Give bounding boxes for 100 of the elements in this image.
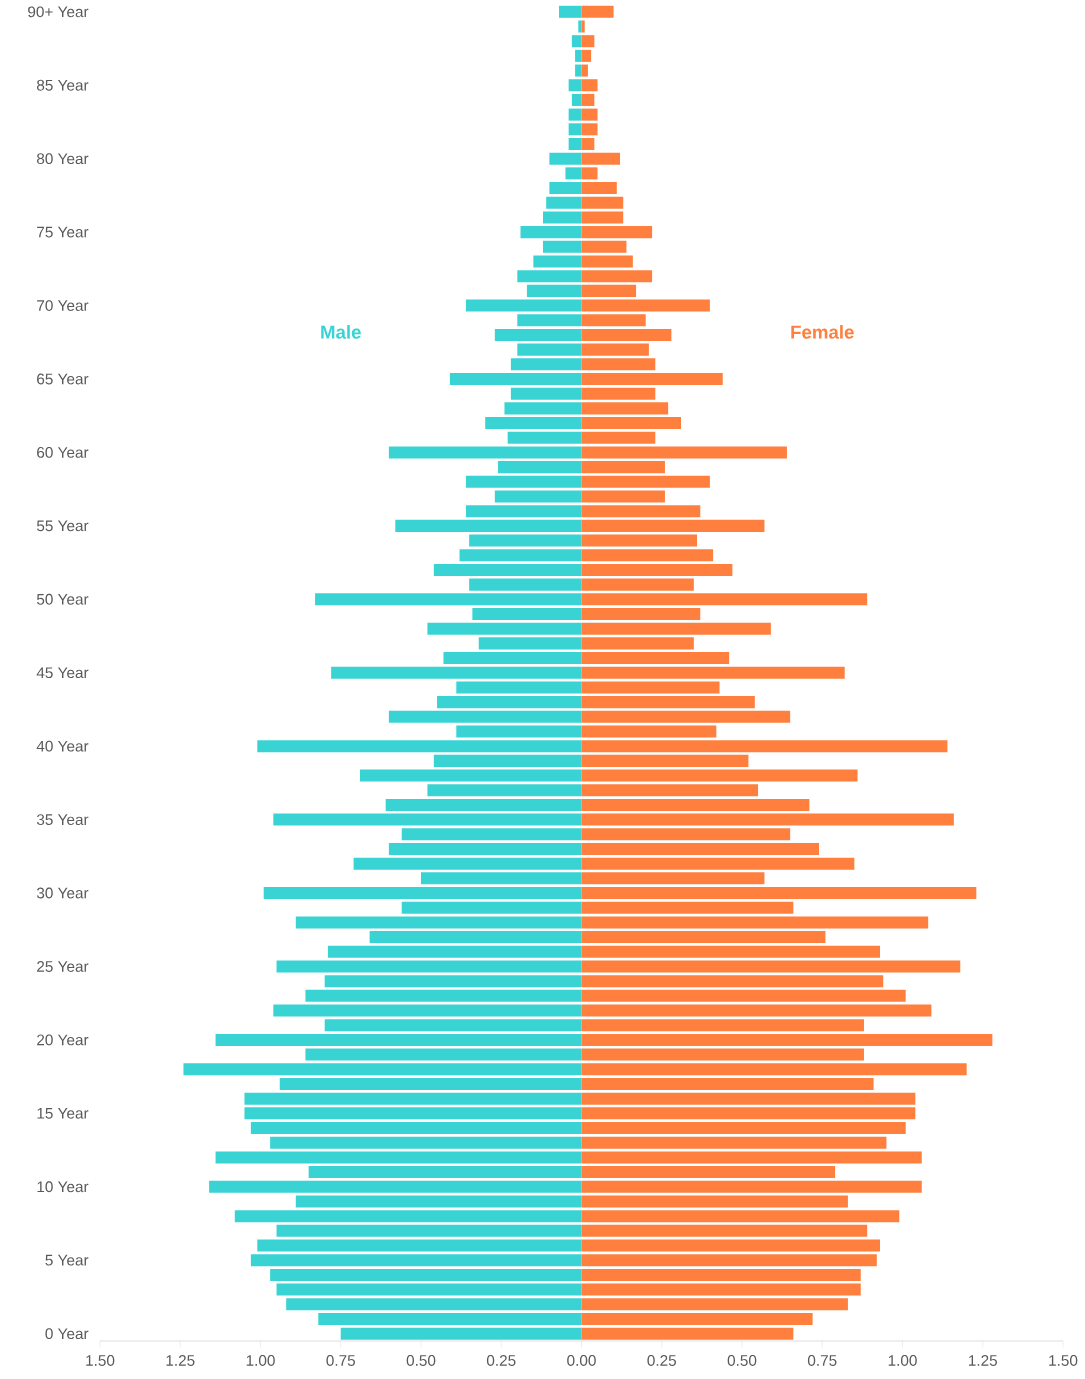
bar — [257, 1239, 582, 1252]
bar — [581, 490, 665, 503]
bar — [581, 1048, 864, 1061]
x-tick-label: 0.25 — [486, 1355, 516, 1366]
bar — [276, 1283, 582, 1296]
bar — [581, 1180, 922, 1193]
bar — [581, 1166, 836, 1179]
bar — [257, 740, 582, 753]
bar — [581, 1092, 916, 1105]
y-tick-label: 60 Year — [37, 447, 89, 458]
bar — [568, 123, 582, 136]
y-tick-label: 90+ Year — [28, 6, 89, 18]
bar — [459, 549, 582, 562]
y-tick-label: 20 Year — [37, 1034, 89, 1046]
bar — [465, 475, 582, 488]
y-tick-label: 30 Year — [36, 887, 89, 899]
bar — [504, 402, 582, 415]
bar — [581, 182, 617, 195]
bar — [498, 461, 582, 474]
bar — [581, 989, 906, 1002]
bar — [494, 490, 582, 503]
bar — [581, 960, 961, 973]
bar — [581, 1312, 813, 1325]
bar — [568, 108, 582, 121]
bar — [305, 1048, 582, 1061]
bar — [507, 431, 582, 444]
x-tick-label: 0.25 — [647, 1355, 677, 1366]
bar — [295, 1195, 582, 1208]
bar — [581, 1268, 861, 1281]
bar — [581, 196, 624, 209]
bar — [395, 519, 582, 532]
bar — [485, 417, 582, 430]
bar — [517, 270, 582, 283]
bar — [581, 49, 592, 62]
bar — [581, 754, 749, 767]
text: Female — [791, 325, 854, 339]
bar — [469, 534, 582, 547]
bar — [581, 299, 710, 312]
bar — [517, 314, 582, 327]
bar — [581, 358, 656, 371]
bar — [494, 328, 582, 341]
y-tick-label: 65 Year — [37, 373, 89, 385]
bar — [581, 314, 646, 327]
bar — [273, 1004, 582, 1017]
bar — [581, 622, 771, 635]
bar — [581, 887, 977, 900]
bar — [542, 240, 582, 253]
bar — [559, 5, 582, 18]
y-tick-label: 45 Year — [36, 667, 89, 679]
y-tick-label: 35 Year — [36, 814, 89, 826]
text: Male — [321, 325, 361, 339]
bar — [581, 475, 710, 488]
bar — [581, 1107, 916, 1120]
bar — [581, 1283, 861, 1296]
bar — [401, 901, 582, 914]
bar — [244, 1092, 582, 1105]
bar — [581, 387, 656, 400]
bar — [581, 137, 595, 151]
bar — [568, 137, 582, 151]
y-tick-label: 0 Year — [45, 1328, 89, 1340]
bar — [305, 989, 582, 1002]
bar — [318, 1312, 582, 1325]
bar — [456, 725, 582, 738]
bar — [215, 1151, 582, 1164]
bar — [581, 813, 954, 826]
x-tick-label: 1.00 — [888, 1355, 917, 1366]
bar — [581, 1239, 881, 1252]
bar — [581, 872, 765, 885]
bar — [234, 1210, 582, 1223]
bar — [581, 343, 649, 356]
bar — [581, 534, 698, 547]
bar — [456, 681, 582, 694]
bar — [581, 1254, 877, 1267]
bar — [581, 931, 826, 944]
bar — [581, 93, 595, 106]
bar — [279, 1077, 582, 1090]
bar — [581, 1033, 993, 1046]
bar — [250, 1254, 582, 1267]
bar — [571, 35, 582, 48]
bar — [581, 916, 929, 929]
bar — [581, 402, 669, 415]
x-tick-label: 0.00 — [567, 1355, 596, 1366]
y-tick-label: 55 Year — [36, 520, 89, 532]
bar — [273, 813, 582, 826]
bar — [270, 1136, 582, 1149]
bar — [520, 226, 582, 239]
bar — [581, 857, 855, 870]
bar — [469, 578, 582, 591]
bar — [581, 769, 858, 782]
bar — [581, 1151, 922, 1164]
bar — [581, 578, 694, 591]
bar — [295, 916, 582, 929]
bar — [581, 1063, 967, 1076]
y-tick-label: 80 Year — [36, 153, 89, 165]
y-tick-label: 50 Year — [36, 593, 89, 605]
bar — [546, 196, 582, 209]
bar — [581, 123, 598, 136]
bar — [581, 284, 637, 297]
bar — [565, 167, 582, 180]
bar — [465, 505, 582, 518]
